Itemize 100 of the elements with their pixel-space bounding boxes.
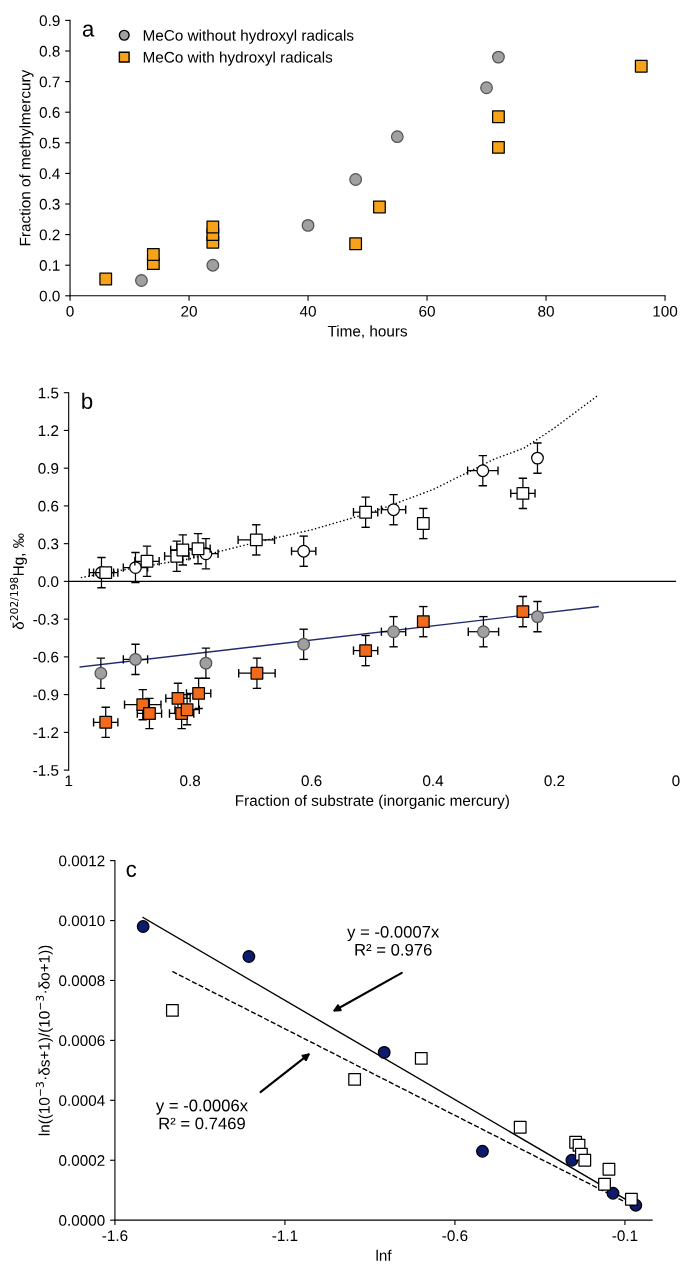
y-tick-label: 0.3 [38, 538, 59, 550]
point [297, 637, 311, 651]
y-tick-label: 0.0002 [59, 1155, 105, 1166]
x-tick-label: 40 [299, 305, 316, 317]
legend-label: MeCo without hydroxyl radicals [143, 29, 354, 44]
point [598, 1177, 611, 1191]
x-tick-label: -1.1 [272, 1230, 298, 1241]
point [206, 220, 220, 234]
x-tick-label: 0.6 [301, 775, 322, 787]
point [249, 533, 263, 547]
point [634, 59, 648, 73]
y-tick-label: -0.6 [33, 651, 59, 663]
y-tick-label: 0.0 [39, 290, 60, 302]
point [624, 1192, 638, 1206]
point [476, 464, 490, 478]
point [516, 605, 530, 619]
y-tick-label: 0.0008 [59, 975, 105, 987]
x-tick-label: 0.2 [544, 775, 565, 787]
point [146, 248, 160, 261]
point [129, 652, 142, 666]
point [476, 625, 490, 639]
point [99, 715, 113, 729]
point [349, 173, 363, 186]
x-axis-title: Time, hours [327, 325, 408, 339]
point [414, 1051, 428, 1065]
point [578, 1153, 592, 1167]
y-tick-label: 0.0004 [59, 1095, 105, 1107]
y-tick-label: 0.4 [39, 168, 60, 180]
x-tick-label: 0.4 [423, 775, 444, 787]
x-tick-label: 0.8 [180, 775, 201, 787]
point [531, 451, 544, 465]
point [416, 615, 430, 629]
y-tick-label: 0.0000 [59, 1215, 105, 1226]
point [301, 218, 315, 232]
y-tick-label: -1.2 [33, 727, 59, 738]
point [377, 1045, 391, 1059]
y-tick-label: 0.9 [39, 15, 60, 27]
point [165, 1004, 179, 1017]
point [492, 140, 505, 154]
point [476, 1144, 489, 1158]
point [359, 505, 373, 519]
point [176, 543, 190, 557]
x-tick-label: 1 [65, 775, 73, 787]
y-tick-label: -0.3 [33, 614, 59, 625]
point [390, 130, 404, 144]
chart-title: c [126, 864, 137, 877]
y-tick-label: 1.2 [38, 425, 59, 436]
y-tick-label: 0.6 [38, 500, 59, 512]
y-tick-label: 0.6 [39, 107, 60, 118]
y-tick-label: 0.0010 [59, 915, 105, 927]
point [349, 237, 363, 251]
y-tick-label: 0.0012 [59, 855, 105, 867]
x-axis-title: Fraction of substrate (inorganic mercury) [236, 794, 509, 809]
point [99, 566, 113, 580]
y-tick-label: 0.3 [39, 198, 60, 210]
x-tick-label: 80 [538, 305, 554, 317]
legend-label: MeCo with hydroxyl radicals [143, 51, 333, 66]
y-tick-label: 0.7 [39, 76, 60, 88]
y-axis-title: Fraction of methylmercury [19, 69, 34, 246]
point [480, 81, 493, 95]
y-tick-label: 0.0 [38, 576, 59, 588]
y-tick-label: -0.9 [33, 689, 59, 701]
point [99, 272, 113, 286]
point [602, 1162, 616, 1176]
x-tick-label: 100 [653, 305, 678, 317]
x-tick-label: -1.6 [102, 1230, 128, 1242]
point [242, 950, 256, 963]
point [94, 666, 108, 680]
point [373, 200, 386, 214]
x-tick-label: 0 [66, 305, 74, 317]
point [516, 486, 530, 500]
x-axis-title: lnf [376, 1249, 392, 1261]
point [387, 503, 400, 517]
chart-title: a [82, 24, 95, 37]
x-tick-label: -0.6 [442, 1230, 468, 1242]
y-tick-label: 0.5 [39, 137, 60, 149]
point [143, 707, 156, 720]
point [297, 544, 311, 558]
point [136, 920, 150, 933]
point [129, 561, 142, 574]
x-tick-label: 20 [181, 305, 197, 317]
y-tick-label: 0.9 [38, 463, 59, 474]
line-series [80, 394, 599, 579]
point [513, 1120, 527, 1134]
point [348, 1072, 362, 1086]
point [359, 644, 373, 658]
x-tick-label: 60 [419, 305, 435, 317]
point [492, 50, 505, 64]
point [199, 656, 213, 670]
point [140, 554, 154, 568]
y-tick-label: -1.5 [33, 765, 59, 776]
y-tick-label: 0.8 [39, 45, 60, 57]
y-tick-label: 0.2 [39, 229, 60, 241]
annotation: y = -0.0006x R² = 0.7469 [155, 1099, 248, 1130]
x-tick-label: 0 [672, 775, 680, 787]
point [492, 110, 505, 124]
chart-title: b [82, 392, 93, 410]
point [135, 274, 148, 287]
point [192, 686, 206, 700]
point [531, 610, 544, 624]
